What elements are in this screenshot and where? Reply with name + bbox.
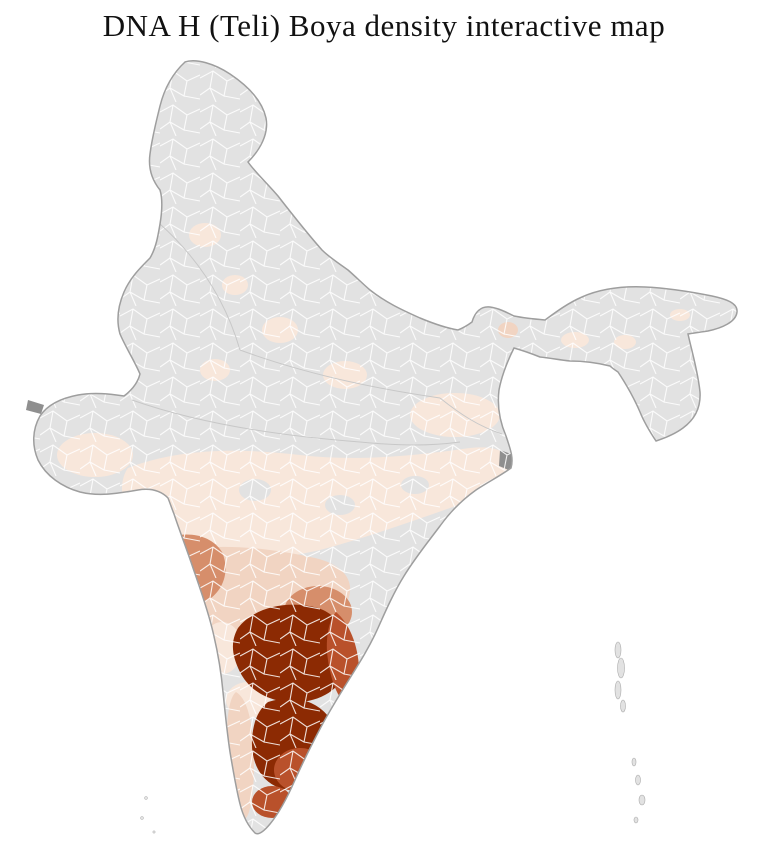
state-borders bbox=[131, 223, 503, 446]
nicobar-islands[interactable] bbox=[631, 757, 646, 824]
district-borders-mesh bbox=[33, 60, 738, 834]
andaman-islands[interactable] bbox=[614, 641, 626, 713]
density-regions[interactable] bbox=[33, 60, 738, 834]
lakshadweep-islands[interactable] bbox=[140, 796, 156, 834]
map-title: DNA H (Teli) Boya density interactive ma… bbox=[102, 8, 666, 43]
kutch-edge-marker bbox=[26, 400, 44, 414]
